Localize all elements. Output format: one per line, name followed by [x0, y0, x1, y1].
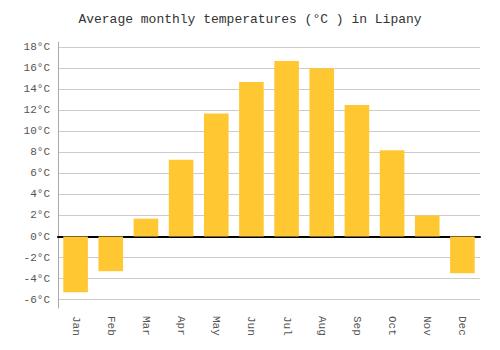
svg-text:14°C: 14°C — [24, 83, 51, 95]
svg-text:-2°C: -2°C — [24, 252, 51, 264]
svg-text:Jan: Jan — [70, 316, 82, 336]
svg-text:16°C: 16°C — [24, 62, 51, 74]
svg-text:18°C: 18°C — [24, 41, 51, 53]
svg-text:6°C: 6°C — [30, 167, 50, 179]
svg-text:-6°C: -6°C — [24, 294, 51, 306]
svg-text:Jul: Jul — [281, 316, 293, 336]
svg-text:Mar: Mar — [140, 316, 152, 336]
svg-text:12°C: 12°C — [24, 104, 51, 116]
svg-text:4°C: 4°C — [30, 188, 50, 200]
svg-text:8°C: 8°C — [30, 146, 50, 158]
svg-text:Jun: Jun — [245, 316, 257, 336]
svg-text:Average monthly temperatures (: Average monthly temperatures (°C ) in Li… — [78, 12, 421, 27]
svg-text:-4°C: -4°C — [24, 273, 51, 285]
svg-text:Oct: Oct — [386, 316, 398, 336]
svg-text:Feb: Feb — [105, 316, 117, 336]
svg-text:Nov: Nov — [421, 316, 433, 336]
svg-text:Sep: Sep — [351, 316, 363, 336]
svg-text:0°C: 0°C — [30, 231, 50, 243]
svg-text:2°C: 2°C — [30, 209, 50, 221]
svg-text:Aug: Aug — [316, 316, 328, 336]
svg-text:May: May — [210, 316, 222, 336]
svg-text:Dec: Dec — [456, 316, 468, 336]
svg-text:Apr: Apr — [175, 316, 187, 336]
svg-text:10°C: 10°C — [24, 125, 51, 137]
